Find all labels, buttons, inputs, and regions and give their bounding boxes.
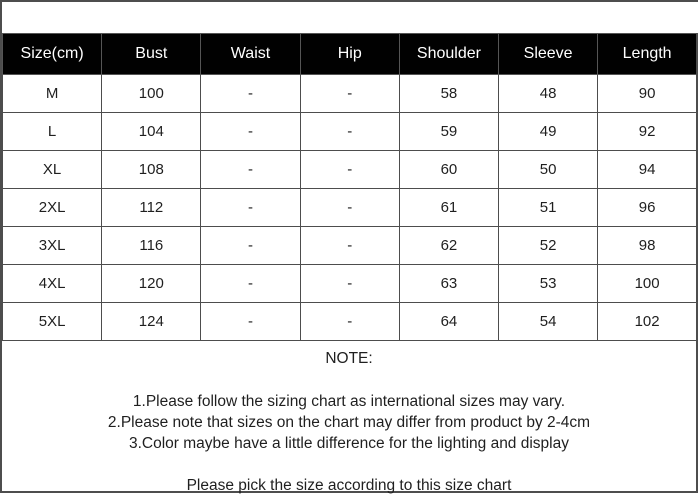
- table-cell: -: [299, 74, 400, 113]
- size-label-cell: M: [1, 74, 103, 113]
- note-title: NOTE:: [325, 350, 373, 367]
- table-row-4xl: 4XL 120 - - 63 53 100: [1, 264, 698, 303]
- table-row-3xl: 3XL 116 - - 62 52 98: [1, 226, 698, 265]
- table-cell: 98: [597, 226, 698, 265]
- table-cell: 52: [498, 226, 599, 265]
- size-table: Size(cm) Bust Waist Hip Shoulder Sleeve …: [1, 33, 698, 341]
- table-cell: -: [200, 112, 301, 151]
- column-header-hip: Hip: [299, 33, 400, 75]
- table-cell: 49: [498, 112, 599, 151]
- table-cell: -: [299, 302, 400, 341]
- table-cell: 54: [498, 302, 599, 341]
- column-header-sleeve: Sleeve: [498, 33, 599, 75]
- table-cell: -: [299, 188, 400, 227]
- table-cell: 51: [498, 188, 599, 227]
- table-cell: 104: [101, 112, 202, 151]
- column-header-size: Size(cm): [1, 33, 103, 75]
- table-cell: 96: [597, 188, 698, 227]
- table-cell: -: [299, 112, 400, 151]
- table-cell: 50: [498, 150, 599, 189]
- table-cell: 108: [101, 150, 202, 189]
- table-cell: 61: [398, 188, 500, 227]
- size-label-cell: 5XL: [1, 302, 103, 341]
- table-cell: 120: [101, 264, 202, 303]
- column-header-waist: Waist: [200, 33, 301, 75]
- table-cell: 62: [398, 226, 500, 265]
- table-cell: 100: [597, 264, 698, 303]
- table-cell: -: [299, 226, 400, 265]
- size-label-cell: 4XL: [1, 264, 103, 303]
- table-row-5xl: 5XL 124 - - 64 54 102: [1, 302, 698, 341]
- table-cell: -: [200, 188, 301, 227]
- note-line-2: 2.Please note that sizes on the chart ma…: [107, 414, 591, 431]
- table-cell: 63: [398, 264, 500, 303]
- table-row-2xl: 2XL 112 - - 61 51 96: [1, 188, 698, 227]
- column-header-bust: Bust: [101, 33, 202, 75]
- table-cell: -: [200, 226, 301, 265]
- column-header-shoulder: Shoulder: [398, 33, 500, 75]
- table-cell: 59: [398, 112, 500, 151]
- size-table-body: M 100 - - 58 48 90 L 104 - - 59 49 92: [1, 74, 698, 341]
- table-cell: 64: [398, 302, 500, 341]
- size-label-cell: 3XL: [1, 226, 103, 265]
- table-cell: 102: [597, 302, 698, 341]
- table-cell: 90: [597, 74, 698, 113]
- top-spacer: [2, 0, 698, 33]
- note-section: NOTE: 1.Please follow the sizing chart a…: [2, 341, 698, 494]
- table-cell: 48: [498, 74, 599, 113]
- size-table-header: Size(cm) Bust Waist Hip Shoulder Sleeve …: [1, 33, 698, 75]
- table-cell: -: [299, 264, 400, 303]
- table-cell: 92: [597, 112, 698, 151]
- table-cell: -: [200, 264, 301, 303]
- header-row: Size(cm) Bust Waist Hip Shoulder Sleeve …: [1, 33, 698, 75]
- table-cell: 116: [101, 226, 202, 265]
- table-cell: 112: [101, 188, 202, 227]
- table-cell: 100: [101, 74, 202, 113]
- table-row-m: M 100 - - 58 48 90: [1, 74, 698, 113]
- table-cell: -: [200, 150, 301, 189]
- table-cell: 94: [597, 150, 698, 189]
- table-cell: -: [200, 74, 301, 113]
- table-row-xl: XL 108 - - 60 50 94: [1, 150, 698, 189]
- table-cell: 53: [498, 264, 599, 303]
- size-label-cell: L: [1, 112, 103, 151]
- table-cell: -: [299, 150, 400, 189]
- column-header-length: Length: [597, 33, 698, 75]
- size-label-cell: 2XL: [1, 188, 103, 227]
- table-cell: 60: [398, 150, 500, 189]
- size-label-cell: XL: [1, 150, 103, 189]
- note-line-1: 1.Please follow the sizing chart as inte…: [132, 393, 566, 410]
- note-line-3: 3.Color maybe have a little difference f…: [128, 435, 569, 452]
- table-cell: 124: [101, 302, 202, 341]
- note-footer: Please pick the size according to this s…: [186, 477, 512, 494]
- table-cell: 58: [398, 74, 500, 113]
- table-row-l: L 104 - - 59 49 92: [1, 112, 698, 151]
- table-cell: -: [200, 302, 301, 341]
